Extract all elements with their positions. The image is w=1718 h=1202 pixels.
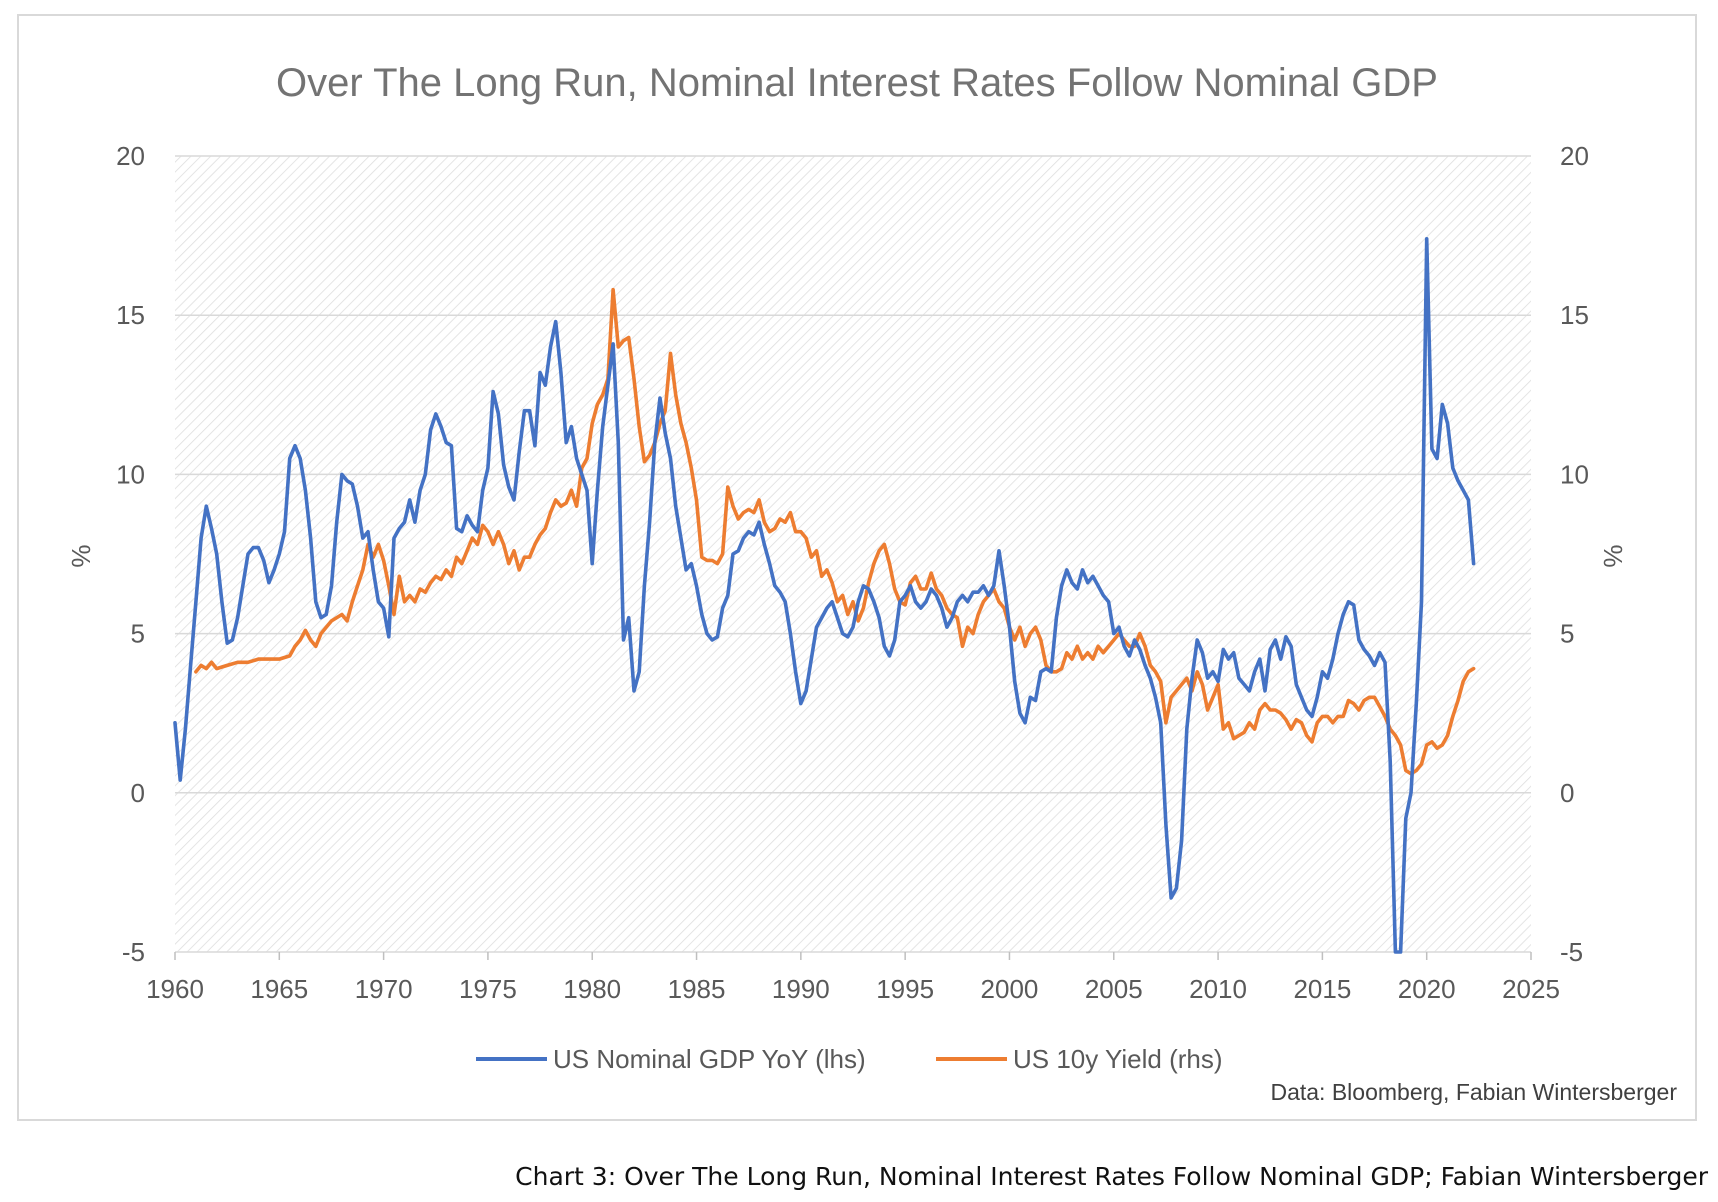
x-tick-label: 1970 bbox=[355, 974, 413, 1004]
y-right-tick-label: 0 bbox=[1560, 778, 1574, 808]
y-axis-left-label: % bbox=[66, 544, 96, 567]
y-left-tick-label: 5 bbox=[131, 619, 145, 649]
gridlines bbox=[175, 155, 1531, 953]
x-tick-label: 1985 bbox=[668, 974, 726, 1004]
y-axis-left: 20 15 10 5 0 -5 bbox=[116, 141, 145, 967]
y-right-tick-label: -5 bbox=[1560, 937, 1583, 967]
x-tick-label: 1980 bbox=[563, 974, 621, 1004]
y-right-tick-label: 10 bbox=[1560, 459, 1589, 489]
y-axis-right-label: % bbox=[1598, 544, 1628, 567]
y-left-tick-label: -5 bbox=[122, 937, 145, 967]
plot-area bbox=[175, 156, 1531, 952]
x-tick-label: 2025 bbox=[1502, 974, 1560, 1004]
y-left-tick-label: 0 bbox=[131, 778, 145, 808]
legend: US Nominal GDP YoY (lhs) US 10y Yield (r… bbox=[476, 1044, 1223, 1074]
series-line-gdp bbox=[173, 237, 1476, 954]
y-right-tick-label: 20 bbox=[1560, 141, 1589, 171]
x-tick-label: 1995 bbox=[876, 974, 934, 1004]
y-right-tick-label: 5 bbox=[1560, 619, 1574, 649]
y-right-tick-label: 15 bbox=[1560, 300, 1589, 330]
x-tick-label: 1975 bbox=[459, 974, 517, 1004]
chart-title: Over The Long Run, Nominal Interest Rate… bbox=[276, 61, 1438, 105]
legend-label-gdp: US Nominal GDP YoY (lhs) bbox=[553, 1044, 866, 1074]
y-left-tick-label: 20 bbox=[116, 141, 145, 171]
x-axis: 1960 1965 1970 1975 1980 1985 1990 1995 2000 2005… bbox=[146, 952, 1560, 1004]
figure-caption: Chart 3: Over The Long Run, Nominal Inte… bbox=[515, 1162, 1708, 1191]
x-tick-label: 1990 bbox=[772, 974, 830, 1004]
series-group bbox=[173, 237, 1476, 954]
y-left-tick-label: 15 bbox=[116, 300, 145, 330]
y-left-tick-label: 10 bbox=[116, 459, 145, 489]
x-tick-label: 2020 bbox=[1398, 974, 1456, 1004]
x-tick-label: 2000 bbox=[981, 974, 1039, 1004]
x-tick-label: 1960 bbox=[146, 974, 204, 1004]
x-tick-label: 2015 bbox=[1293, 974, 1351, 1004]
y-axis-right: 20 15 10 5 0 -5 bbox=[1560, 141, 1589, 967]
legend-label-yield: US 10y Yield (rhs) bbox=[1013, 1044, 1223, 1074]
source-note: Data: Bloomberg, Fabian Wintersberger bbox=[1270, 1079, 1677, 1105]
x-tick-label: 2010 bbox=[1189, 974, 1247, 1004]
x-tick-label: 1965 bbox=[250, 974, 308, 1004]
x-tick-label: 2005 bbox=[1085, 974, 1143, 1004]
